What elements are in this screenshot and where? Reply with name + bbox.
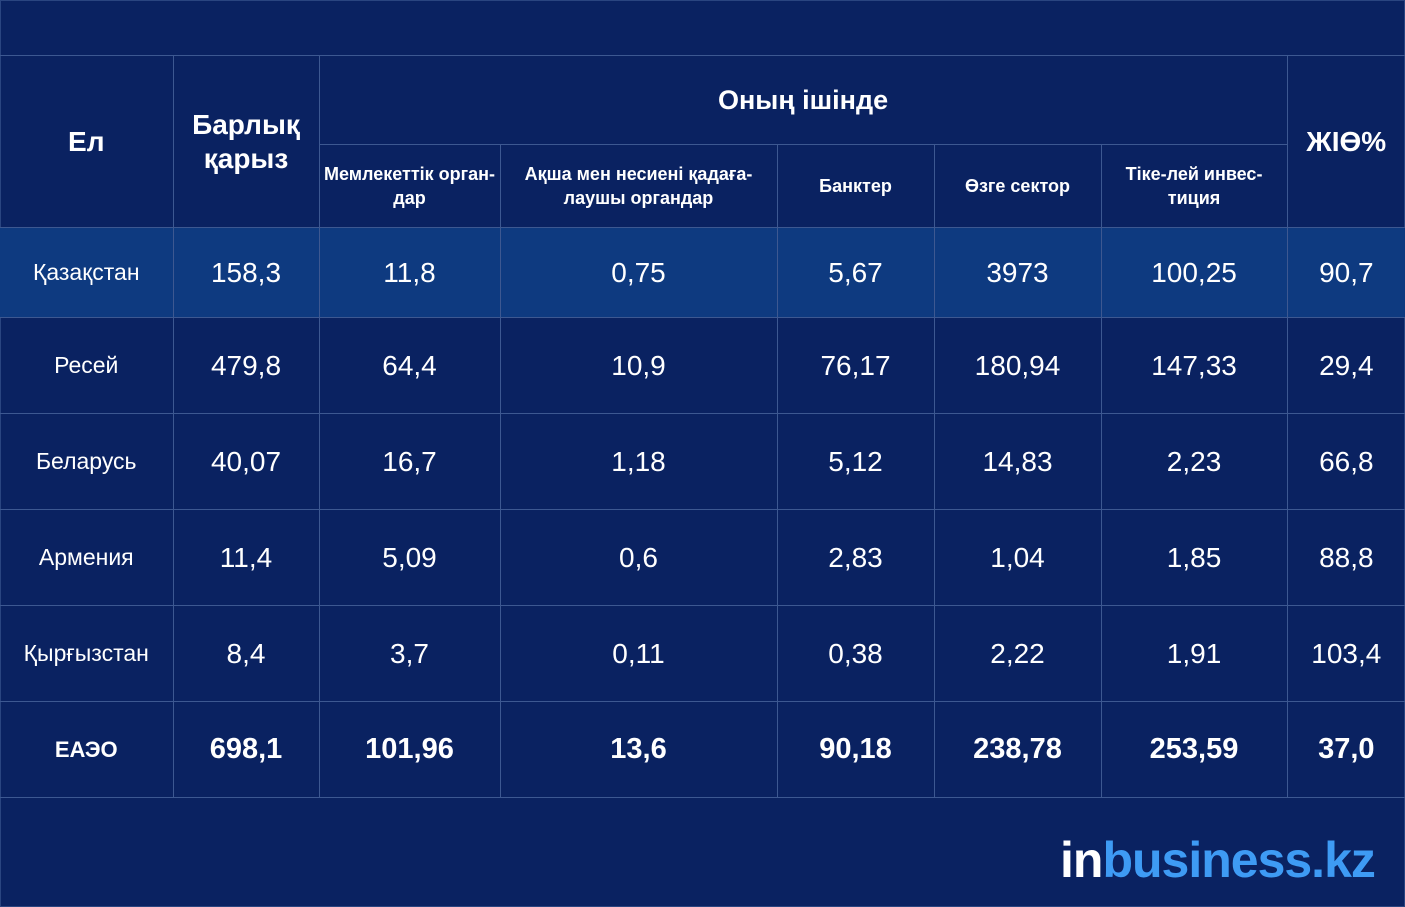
cell-country: Армения: [0, 509, 174, 606]
header-other-sector: Өзге сектор: [933, 144, 1102, 228]
cell-value: 2,22: [933, 605, 1102, 702]
cell-value: 101,96: [318, 701, 501, 798]
cell-country: Беларусь: [0, 413, 174, 510]
header-country: Ел: [0, 55, 174, 228]
cell-total: 11,4: [172, 509, 320, 606]
table-row: Қазақстан 158,3 11,8 0,75 5,67 3973 100,25 90,7: [0, 227, 1405, 318]
header-direct-investment: Тіке-лей инвес-тиция: [1100, 144, 1288, 228]
cell-value: 1,18: [499, 413, 778, 510]
cell-value: 10,9: [499, 317, 778, 414]
cell-country: Қырғызстан: [0, 605, 174, 702]
cell-total: 158,3: [172, 227, 320, 318]
cell-value: 5,67: [776, 227, 935, 318]
cell-value: 3,7: [318, 605, 501, 702]
cell-total: 479,8: [172, 317, 320, 414]
cell-value: 1,91: [1100, 605, 1288, 702]
cell-value: 238,78: [933, 701, 1102, 798]
table-row: Ресей 479,8 64,4 10,9 76,17 180,94 147,33 29,4: [0, 317, 1405, 414]
table-row: Беларусь 40,07 16,7 1,18 5,12 14,83 2,23 66,8: [0, 413, 1405, 510]
cell-value: 0,75: [499, 227, 778, 318]
cell-value: 0,11: [499, 605, 778, 702]
header-government: Мемлекеттік орган-дар: [319, 144, 501, 228]
cell-value: 14,83: [933, 413, 1102, 510]
cell-value: 90,18: [776, 701, 935, 798]
cell-gdp: 88,8: [1286, 509, 1405, 606]
logo-part-business: business.kz: [1102, 832, 1375, 888]
cell-gdp: 66,8: [1286, 413, 1405, 510]
cell-value: 76,17: [776, 317, 935, 414]
cell-value: 5,12: [776, 413, 935, 510]
cell-country: Қазақстан: [0, 227, 174, 318]
cell-total: 8,4: [172, 605, 320, 702]
table-row: Қырғызстан 8,4 3,7 0,11 0,38 2,22 1,91 103,4: [0, 605, 1405, 702]
cell-value: 1,04: [933, 509, 1102, 606]
cell-gdp: 90,7: [1286, 227, 1405, 318]
cell-value: 2,23: [1100, 413, 1288, 510]
header-gdp: ЖІӨ%: [1286, 55, 1405, 228]
cell-value: 2,83: [776, 509, 935, 606]
table-row: ЕАЭО 698,1 101,96 13,6 90,18 238,78 253,59 37,0: [0, 701, 1405, 798]
cell-value: 0,6: [499, 509, 778, 606]
table-row: Армения 11,4 5,09 0,6 2,83 1,04 1,85 88,8: [0, 509, 1405, 606]
cell-value: 1,85: [1100, 509, 1288, 606]
cell-value: 3973: [933, 227, 1102, 318]
logo-part-in: in: [1060, 832, 1103, 888]
header-banks: Банктер: [776, 144, 935, 228]
cell-value: 0,38: [776, 605, 935, 702]
cell-value: 5,09: [318, 509, 501, 606]
header-total-debt: Барлық қарыз: [172, 55, 320, 228]
cell-value: 11,8: [318, 227, 501, 318]
cell-country: ЕАЭО: [0, 701, 174, 798]
cell-total: 40,07: [172, 413, 320, 510]
table-body: Қазақстан 158,3 11,8 0,75 5,67 3973 100,25 90,7…: [0, 227, 1405, 798]
cell-gdp: 29,4: [1286, 317, 1405, 414]
cell-total: 698,1: [172, 701, 320, 798]
cell-value: 64,4: [318, 317, 501, 414]
header-group: Оның ішінде: [318, 55, 1288, 145]
cell-gdp: 37,0: [1286, 701, 1405, 798]
cell-country: Ресей: [0, 317, 174, 414]
cell-gdp: 103,4: [1286, 605, 1405, 702]
cell-value: 13,6: [499, 701, 778, 798]
header-monetary-authorities: Ақша мен несиені қадаға-лаушы органдар: [499, 144, 778, 228]
cell-value: 253,59: [1100, 701, 1288, 798]
cell-value: 16,7: [318, 413, 501, 510]
cell-value: 147,33: [1100, 317, 1288, 414]
cell-value: 180,94: [933, 317, 1102, 414]
debt-table: Ел Барлық қарыз Оның ішінде ЖІӨ% Мемлеке…: [0, 55, 1405, 798]
inbusiness-logo: inbusiness.kz: [1060, 830, 1376, 890]
cell-value: 100,25: [1100, 227, 1288, 318]
